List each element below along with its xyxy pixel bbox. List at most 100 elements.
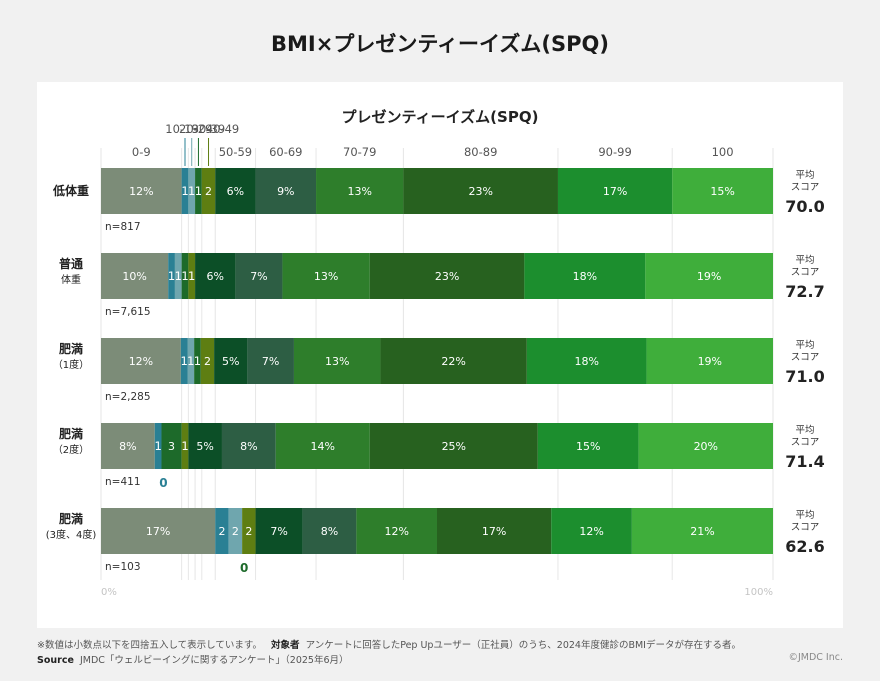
segment-zero-label: 0 xyxy=(240,561,248,575)
bar-segment xyxy=(201,168,216,214)
segment-label: 13% xyxy=(314,270,338,283)
segment-label: 1 xyxy=(195,184,202,198)
segment-label: 13% xyxy=(347,185,371,198)
segment-label: 6% xyxy=(207,270,224,283)
segment-label: 1 xyxy=(188,269,195,283)
score-caption: スコア xyxy=(791,182,820,193)
average-score: 72.7 xyxy=(785,282,824,301)
bar-segment xyxy=(255,508,303,554)
source-label: Source xyxy=(37,655,74,666)
category-label: 100 xyxy=(712,145,734,159)
footnote-note: ※数値は小数点以下を四捨五入して表示しています。 xyxy=(37,640,262,651)
segment-label: 8% xyxy=(321,525,338,538)
footnote-line-1: ※数値は小数点以下を四捨五入して表示しています。 対象者 アンケートに回答したP… xyxy=(37,637,741,651)
category-label: 20-29 xyxy=(179,122,212,136)
bar-segment xyxy=(214,338,248,384)
x-axis-label-max: 100% xyxy=(744,587,773,598)
chart-card: プレゼンティーイズム(SPQ) 0-9 10-19 20-29 30-39 40-49 50… xyxy=(37,82,843,628)
bar-segment xyxy=(275,423,370,469)
bar-segment xyxy=(154,423,162,469)
category-label: 40-49 xyxy=(206,122,239,136)
segment-label: 3 xyxy=(168,440,175,453)
segment-label: 15% xyxy=(576,440,600,453)
group-label: 普通 xyxy=(59,256,83,271)
segment-zero-label: 0 xyxy=(159,476,167,490)
bar-segment xyxy=(195,253,236,299)
category-label: 30-39 xyxy=(192,122,225,136)
bar-segment xyxy=(215,168,256,214)
segment-label: 2 xyxy=(232,525,239,538)
footnote-line-2: Source JMDC「ウェルビーイングに関するアンケート」（2025年6月） xyxy=(37,652,349,666)
segment-label: 1 xyxy=(154,439,161,453)
bar-segment xyxy=(228,508,243,554)
segment-label: 23% xyxy=(468,185,492,198)
bar-segment xyxy=(101,168,182,214)
bar-segment xyxy=(215,508,229,554)
group-n-label: n=817 xyxy=(105,221,141,233)
bar-segment xyxy=(369,253,525,299)
bar-segment xyxy=(101,338,181,384)
bar-segment xyxy=(188,253,196,299)
bar-segment xyxy=(537,423,639,469)
segment-label: 15% xyxy=(710,185,734,198)
segment-label: 12% xyxy=(129,355,153,368)
source-text: JMDC「ウェルビーイングに関するアンケート」（2025年6月） xyxy=(79,655,349,666)
bar-segment xyxy=(187,338,195,384)
segment-label: 1 xyxy=(187,354,194,368)
average-score: 71.0 xyxy=(785,367,824,386)
bar-segment xyxy=(551,508,632,554)
segment-label: 7% xyxy=(250,270,267,283)
segment-label: 13% xyxy=(325,355,349,368)
segment-label: 19% xyxy=(698,355,722,368)
segment-label: 2 xyxy=(204,355,211,368)
segment-label: 1 xyxy=(181,439,188,453)
bar-segment xyxy=(188,423,222,469)
category-label: 90-99 xyxy=(598,145,631,159)
bar-segment xyxy=(181,423,189,469)
segment-label: 2 xyxy=(245,525,252,538)
segment-label: 1 xyxy=(188,184,195,198)
segment-label: 1 xyxy=(181,269,188,283)
bar-segment xyxy=(181,168,189,214)
average-score: 71.4 xyxy=(785,452,824,471)
bar-segment xyxy=(180,338,188,384)
bar-segment xyxy=(221,423,276,469)
score-caption: 平均 xyxy=(795,169,814,181)
segment-label: 17% xyxy=(146,525,170,538)
segment-label: 14% xyxy=(311,440,335,453)
segment-label: 17% xyxy=(603,185,627,198)
group-label: 体重 xyxy=(61,273,81,286)
bar-segment xyxy=(101,423,155,469)
chart-title: プレゼンティーイズム(SPQ) xyxy=(342,108,539,126)
segment-label: 23% xyxy=(435,270,459,283)
segment-label: 18% xyxy=(573,270,597,283)
score-caption: スコア xyxy=(791,352,820,363)
bar-segment xyxy=(255,168,317,214)
bar-segment xyxy=(200,338,215,384)
group-label: 肥満 xyxy=(59,426,83,441)
score-caption: 平均 xyxy=(795,339,814,351)
bar-segment xyxy=(645,253,773,299)
segment-label: 20% xyxy=(694,440,718,453)
bar-segment xyxy=(524,253,646,299)
bar-segment xyxy=(181,253,189,299)
bar-segment xyxy=(302,508,357,554)
group-n-label: n=2,285 xyxy=(105,391,151,403)
score-caption: 平均 xyxy=(795,424,814,436)
segment-label: 8% xyxy=(119,440,136,453)
bar-segment xyxy=(101,253,169,299)
segment-label: 12% xyxy=(579,525,603,538)
bar-segment xyxy=(316,168,404,214)
group-n-label: n=103 xyxy=(105,561,141,573)
segment-label: 8% xyxy=(240,440,257,453)
bar-segment xyxy=(194,338,201,384)
bar-segment xyxy=(235,253,283,299)
bar-segment xyxy=(101,508,216,554)
segment-label: 19% xyxy=(697,270,721,283)
bar-segment xyxy=(282,253,370,299)
footnote-target-label: 対象者 xyxy=(271,640,300,651)
segment-label: 1 xyxy=(181,184,188,198)
page-title: BMI×プレゼンティーイズム(SPQ) xyxy=(271,32,609,56)
score-caption: スコア xyxy=(791,437,820,448)
segment-label: 7% xyxy=(262,355,279,368)
